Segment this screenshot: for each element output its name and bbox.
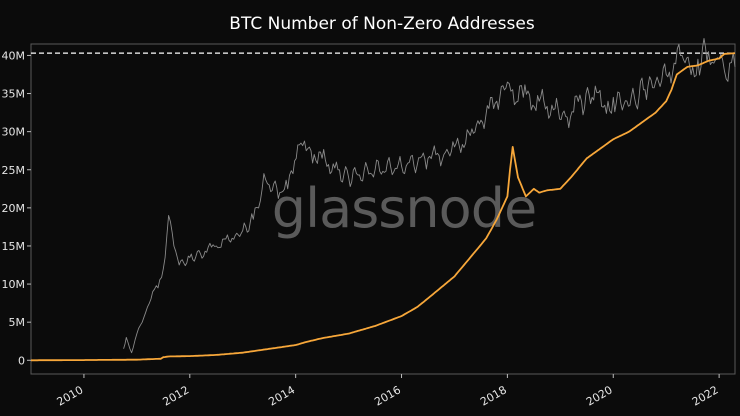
series-non-zero-addresses-line [31, 52, 736, 362]
y-tick-label: 10M [2, 278, 26, 291]
watermark: glassnode [272, 177, 536, 240]
plot-frame [30, 43, 736, 375]
y-tick-label: 5M [9, 316, 26, 329]
y-tick-label: 35M [2, 88, 26, 101]
x-axis: 2010 2012 2014 2016 2018 2020 2022 [55, 374, 721, 409]
x-tick-label: 2010 [55, 383, 86, 408]
chart-title: BTC Number of Non-Zero Addresses [229, 14, 535, 34]
x-tick-label: 2014 [266, 383, 297, 408]
y-tick-label: 0 [18, 354, 25, 367]
x-tick-label: 2012 [161, 383, 192, 408]
x-tick-label: 2018 [478, 383, 509, 408]
y-tick-label: 30M [2, 126, 26, 139]
y-axis: 0 5M 10M 15M 20M 25M 30M 35M 40M [2, 49, 31, 367]
x-tick-label: 2016 [372, 383, 403, 408]
x-tick-label: 2020 [584, 383, 615, 408]
series-price-line [123, 37, 736, 354]
x-tick-label: 2022 [690, 383, 721, 408]
y-tick-label: 25M [2, 164, 26, 177]
y-tick-label: 15M [2, 240, 26, 253]
series-group [31, 37, 736, 362]
y-tick-label: 20M [2, 202, 26, 215]
y-tick-label: 40M [2, 49, 26, 62]
